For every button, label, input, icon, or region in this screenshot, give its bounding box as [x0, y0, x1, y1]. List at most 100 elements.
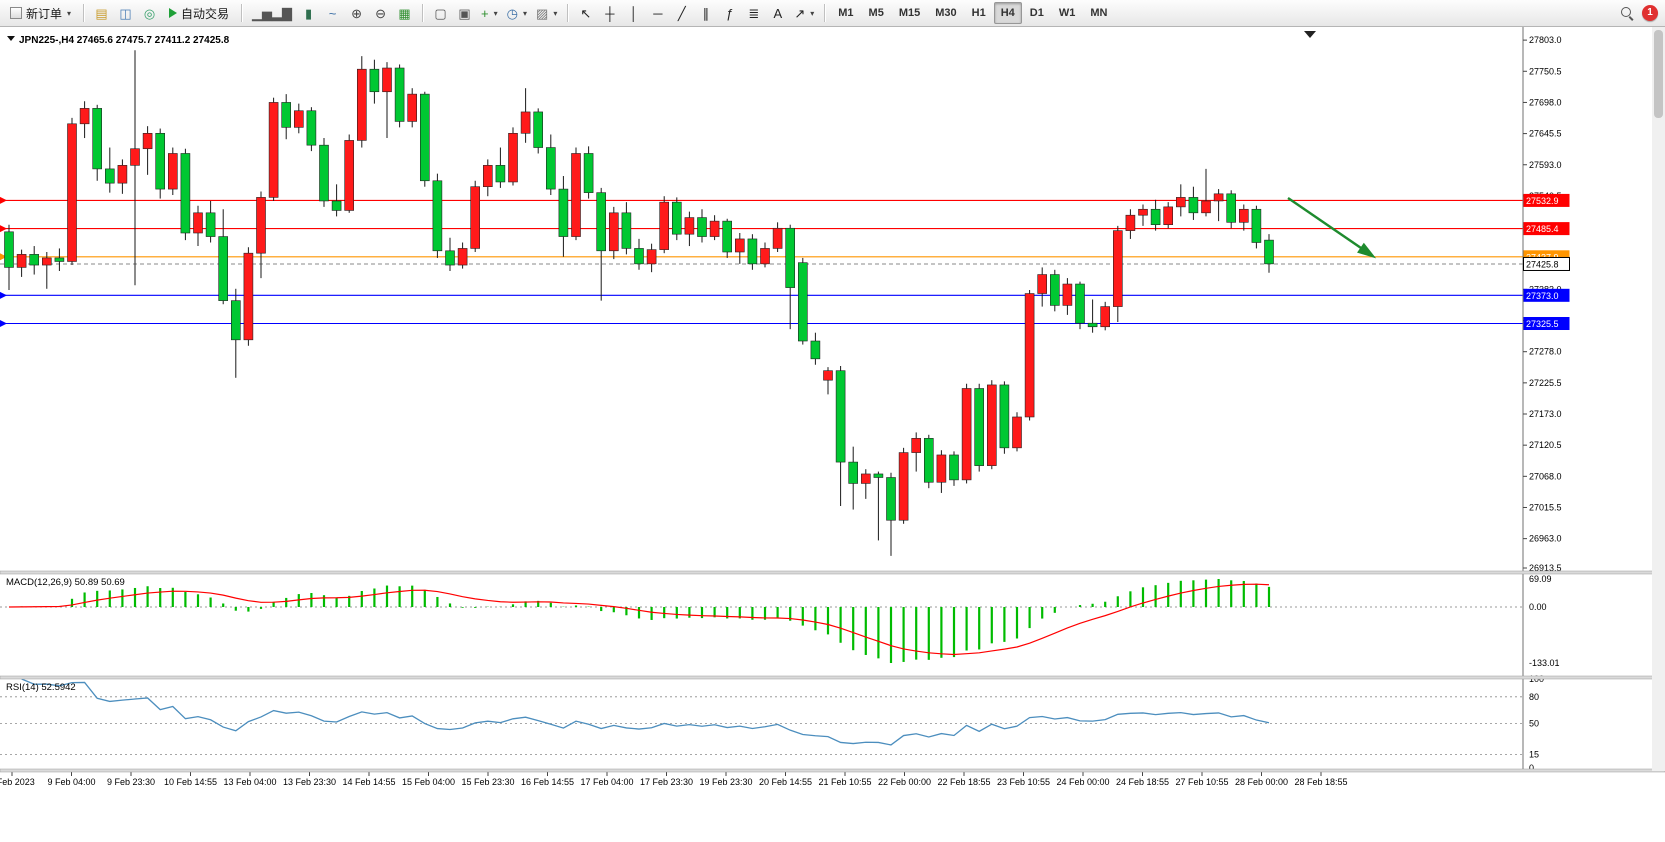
candle-body	[999, 384, 1010, 449]
panel-separator[interactable]	[0, 768, 1665, 773]
candle-body	[1150, 208, 1161, 225]
cascade-windows-button[interactable]: ▣	[453, 2, 476, 24]
tile-windows-button[interactable]: ▢	[429, 2, 452, 24]
time-label: 24 Feb 18:55	[1116, 777, 1169, 787]
candle-body	[911, 438, 922, 453]
auto-trading-label: 自动交易	[181, 6, 230, 21]
timeframe-m5-button[interactable]: M5	[862, 2, 891, 24]
arrows-button[interactable]: ↗ ▾	[790, 2, 818, 24]
trendline-icon: ╱	[677, 5, 686, 21]
panel-separator[interactable]	[0, 675, 1665, 680]
timeframe-mn-button[interactable]: MN	[1083, 2, 1114, 24]
candle-body	[621, 212, 632, 249]
line-chart-button[interactable]: ~	[321, 2, 344, 24]
auto-trading-button[interactable]: 自动交易	[163, 2, 235, 24]
caret-down-icon: ▾	[67, 8, 72, 18]
chart-shift-marker[interactable]	[1304, 31, 1316, 38]
bar-chart-button[interactable]: ▁▅▂▇	[248, 2, 296, 24]
channel-button[interactable]: ∥	[694, 2, 717, 24]
horizontal-line-button[interactable]: ─	[646, 2, 669, 24]
timeframe-h1-button[interactable]: H1	[965, 2, 993, 24]
zoom-out-button[interactable]: ⊖	[369, 2, 392, 24]
toolbar-separator	[567, 4, 569, 22]
period-button[interactable]: ◷ ▾	[503, 2, 531, 24]
time-label: 28 Feb 00:00	[1235, 777, 1288, 787]
navigator-button[interactable]: ◎	[138, 2, 161, 24]
indicators-list-button[interactable]: ≣	[742, 2, 765, 24]
candle-body	[470, 186, 481, 249]
trendline-button[interactable]: ╱	[670, 2, 693, 24]
trend-arrow-head[interactable]	[1357, 242, 1377, 259]
time-label: 19 Feb 23:30	[699, 777, 752, 787]
candle-body	[558, 188, 569, 237]
trend-arrow[interactable]	[1287, 196, 1373, 257]
fibonacci-button[interactable]: ƒ	[718, 2, 741, 24]
candle-body	[520, 111, 531, 134]
candle-body	[684, 217, 695, 235]
zoom-out-icon: ⊖	[375, 5, 386, 21]
crosshair-button[interactable]: ┼	[598, 2, 621, 24]
text-icon: A	[773, 5, 783, 21]
macd-axis-label: 0.00	[1529, 602, 1547, 612]
market-watch-icon: ▤	[95, 5, 108, 21]
data-window-button[interactable]: ◫	[114, 2, 137, 24]
time-label: 16 Feb 14:55	[521, 777, 574, 787]
price-tag[interactable]	[1523, 317, 1570, 331]
market-watch-button[interactable]: ▤	[90, 2, 113, 24]
candle-body	[860, 473, 871, 484]
price-tag[interactable]	[1523, 222, 1570, 236]
price-tags-layer: 27532.927485.427437.927373.027325.527425…	[1523, 193, 1570, 331]
vertical-line-button[interactable]: │	[622, 2, 645, 24]
template-button[interactable]: ▨ ▾	[532, 2, 561, 24]
candle-body	[243, 252, 254, 341]
new-chart-button[interactable]: + ▾	[477, 2, 502, 24]
macd-axis-label: -133.01	[1529, 658, 1560, 668]
toolbar-group-panels: ▤ ◫ ◎	[90, 2, 161, 24]
bid-price-tag[interactable]	[1523, 256, 1570, 271]
scrollbar-thumb[interactable]	[1654, 30, 1663, 118]
template-icon: ▨	[536, 5, 549, 21]
search-icon[interactable]	[1620, 6, 1634, 20]
price-tick-label: 27645.5	[1529, 129, 1562, 139]
price-tag[interactable]	[1523, 288, 1570, 302]
timeframe-h4-button[interactable]: H4	[993, 2, 1022, 24]
price-tick-label: 27173.0	[1529, 409, 1562, 419]
chart-background	[0, 27, 1665, 842]
price-tag-label: 27325.5	[1526, 319, 1559, 329]
candle-body	[1100, 306, 1110, 328]
candle-body	[848, 461, 859, 484]
text-button[interactable]: A	[766, 2, 789, 24]
symbol-dropdown-icon[interactable]	[7, 36, 15, 41]
time-axis[interactable]: 8 Feb 2023 9 Feb 04:00 9 Feb 23:30 10 Feb 1…	[0, 771, 1348, 787]
price-tag[interactable]	[1523, 193, 1570, 207]
candles-layer	[4, 50, 1274, 556]
time-label: 22 Feb 00:00	[878, 777, 931, 787]
zoom-in-button[interactable]: ⊕	[345, 2, 368, 24]
candle-body	[545, 147, 556, 190]
timeframe-m15-button[interactable]: M15	[892, 2, 927, 24]
timeframe-m30-button[interactable]: M30	[928, 2, 963, 24]
grid-icon: ▦	[398, 5, 411, 21]
tile-windows-icon: ▢	[434, 5, 447, 21]
candle-body	[961, 388, 972, 481]
timeframe-w1-button[interactable]: W1	[1052, 2, 1083, 24]
scrollbar-track[interactable]	[1652, 27, 1665, 771]
cursor-button[interactable]: ↖	[574, 2, 597, 24]
candle-body	[508, 132, 518, 183]
candlestick-chart-button[interactable]: ▮	[297, 2, 320, 24]
candle-body	[356, 68, 367, 141]
notification-badge[interactable]: 1	[1642, 5, 1658, 21]
new-order-button[interactable]: 新订单 ▾	[4, 2, 77, 24]
chart-canvas[interactable]: 69.090.00-133.01100805015027803.027750.5…	[0, 27, 1665, 842]
toolbar-separator	[83, 4, 85, 22]
candle-body	[16, 254, 27, 268]
period-icon: ◷	[506, 5, 518, 21]
timeframe-m1-button[interactable]: M1	[831, 2, 860, 24]
candle-body	[810, 340, 821, 360]
timeframe-d1-button[interactable]: D1	[1023, 2, 1051, 24]
grid-button[interactable]: ▦	[393, 2, 416, 24]
candle-body	[256, 197, 266, 254]
indicators-list-icon: ≣	[748, 5, 760, 21]
panel-separator[interactable]	[0, 570, 1665, 575]
candle-body	[608, 212, 619, 252]
